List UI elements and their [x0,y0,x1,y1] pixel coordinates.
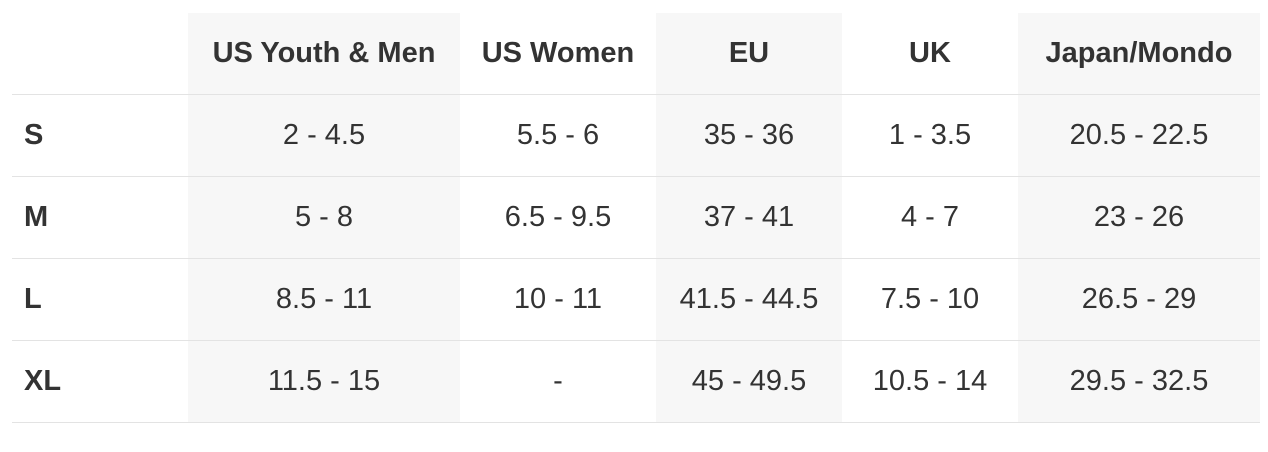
size-cell: 20.5 - 22.5 [1018,94,1260,177]
size-cell: 5.5 - 6 [460,94,656,177]
size-cell: 6.5 - 9.5 [460,176,656,259]
size-cell: 23 - 26 [1018,176,1260,259]
size-label: XL [12,340,188,423]
size-cell: 5 - 8 [188,176,460,259]
size-cell: 45 - 49.5 [656,340,842,423]
column-header: Japan/Mondo [1018,13,1260,95]
size-cell: 8.5 - 11 [188,258,460,341]
column-header: UK [909,37,951,69]
size-cell: 10 - 11 [460,258,656,341]
table-row: XL 11.5 - 15-45 - 49.5 10.5 - 14 29.5 - 32.… [12,340,1260,423]
size-cell: 35 - 36 [656,94,842,177]
table-row: L 8.5 - 11 10 - 11 41.5 - 44.5 7.5 - 10 26.5 … [12,258,1260,341]
column-header: US Youth & Men [188,13,460,95]
size-cell: - [460,340,656,423]
size-cell: 37 - 41 [656,176,842,259]
column-header: US Women [481,37,635,69]
size-label: M [12,176,188,259]
size-cell: 7.5 - 10 [842,258,1018,341]
size-label: L [12,258,188,341]
size-cell: 11.5 - 15 [188,340,460,423]
size-cell: 26.5 - 29 [1018,258,1260,341]
size-cell: 4 - 7 [842,176,1018,259]
size-cell: 1 - 3.5 [842,94,1018,177]
size-label: S [12,94,188,177]
column-header: EU [656,13,842,95]
corner-cell [12,13,188,95]
size-cell: 10.5 - 14 [842,340,1018,423]
size-cell: 2 - 4.5 [188,94,460,177]
header-row: US Youth & Men US Women EU UK Japan/Mondo [12,13,1260,95]
size-cell: 29.5 - 32.5 [1018,340,1260,423]
size-cell: 41.5 - 44.5 [656,258,842,341]
